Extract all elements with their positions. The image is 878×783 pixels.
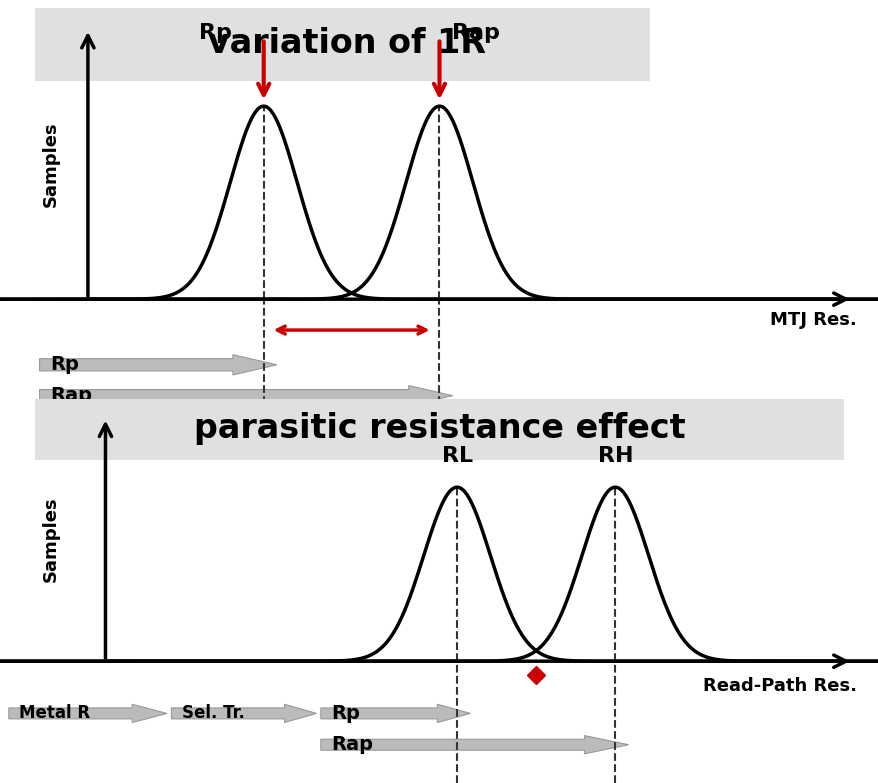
Text: MTJ Res.: MTJ Res. [769, 311, 856, 329]
Polygon shape [171, 704, 316, 723]
Text: RL: RL [441, 446, 472, 466]
Text: Rap: Rap [331, 735, 373, 754]
Text: Metal R: Metal R [19, 705, 90, 723]
Text: Rp: Rp [50, 355, 79, 374]
Text: Sel. Tr.: Sel. Tr. [182, 705, 245, 723]
Bar [35, 9, 650, 81]
Text: Samples: Samples [42, 121, 60, 207]
Text: Rp: Rp [331, 704, 360, 723]
Bar [35, 399, 843, 460]
Polygon shape [40, 385, 452, 406]
Text: parasitic resistance effect: parasitic resistance effect [193, 412, 685, 446]
Text: Rap: Rap [452, 23, 500, 43]
Text: Samples: Samples [42, 496, 60, 583]
Text: Rp: Rp [198, 23, 232, 43]
Text: Rap: Rap [50, 386, 92, 405]
Polygon shape [9, 704, 167, 723]
Text: RH: RH [597, 446, 632, 466]
Text: Read-Path Res.: Read-Path Res. [702, 677, 856, 695]
Polygon shape [320, 735, 628, 754]
Text: variation of 1R: variation of 1R [208, 27, 486, 60]
Polygon shape [320, 704, 470, 723]
Polygon shape [40, 355, 277, 375]
